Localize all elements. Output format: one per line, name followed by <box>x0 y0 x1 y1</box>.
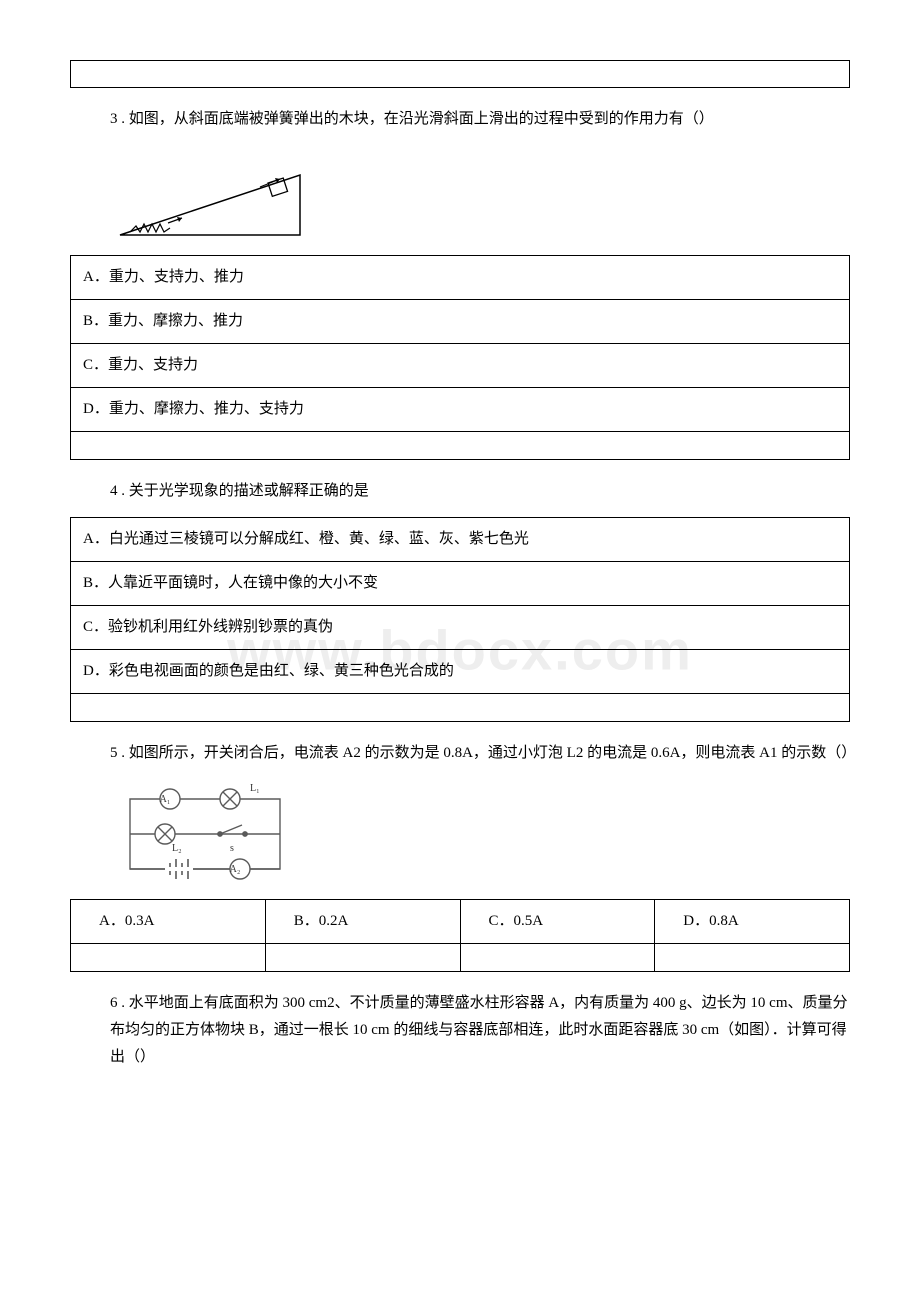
q3-option-a: A．重力、支持力、推力 <box>71 256 850 300</box>
q5-option-b: B．0.2A <box>265 900 460 944</box>
q5-figure-circuit: A₁ L₁ L₂ s A₂ <box>110 779 850 889</box>
q4-text: 4 . 关于光学现象的描述或解释正确的是 <box>110 478 850 505</box>
svg-text:L₂: L₂ <box>172 843 182 854</box>
svg-text:A₂: A₂ <box>230 864 241 875</box>
q6-text: 6 . 水平地面上有底面积为 300 cm2、不计质量的薄壁盛水柱形容器 A，内… <box>110 990 850 1071</box>
q5-option-a: A．0.3A <box>71 900 266 944</box>
q5-stub-c <box>460 944 655 972</box>
q3-text: 3 . 如图，从斜面底端被弹簧弹出的木块，在沿光滑斜面上滑出的过程中受到的作用力… <box>110 106 850 133</box>
svg-text:A₁: A₁ <box>160 794 171 805</box>
q4-option-d: D．彩色电视画面的颜色是由红、绿、黄三种色光合成的 <box>71 650 850 694</box>
q3-figure-incline <box>110 145 850 245</box>
prior-table-stub <box>70 60 850 88</box>
q5-options-table: A．0.3A B．0.2A C．0.5A D．0.8A <box>70 899 850 972</box>
q3-option-d: D．重力、摩擦力、推力、支持力 <box>71 388 850 432</box>
q5-stub-b <box>265 944 460 972</box>
q5-option-c: C．0.5A <box>460 900 655 944</box>
q4-options-table: A．白光通过三棱镜可以分解成红、橙、黄、绿、蓝、灰、紫七色光 B．人靠近平面镜时… <box>70 517 850 722</box>
q4-option-c: C．验钞机利用红外线辨别钞票的真伪 <box>71 606 850 650</box>
svg-text:L₁: L₁ <box>250 783 260 794</box>
q3-options-table: A．重力、支持力、推力 B．重力、摩擦力、推力 C．重力、支持力 D．重力、摩擦… <box>70 255 850 460</box>
q4-option-b: B．人靠近平面镜时，人在镜中像的大小不变 <box>71 562 850 606</box>
q5-text: 5 . 如图所示，开关闭合后，电流表 A2 的示数为是 0.8A，通过小灯泡 L… <box>110 740 850 767</box>
q5-stub-d <box>655 944 850 972</box>
q3-option-c: C．重力、支持力 <box>71 344 850 388</box>
q4-option-a: A．白光通过三棱镜可以分解成红、橙、黄、绿、蓝、灰、紫七色光 <box>71 518 850 562</box>
q4-option-stub <box>71 694 850 722</box>
svg-text:s: s <box>230 843 234 854</box>
q5-option-d: D．0.8A <box>655 900 850 944</box>
q3-option-b: B．重力、摩擦力、推力 <box>71 300 850 344</box>
q5-stub-a <box>71 944 266 972</box>
q3-option-stub <box>71 432 850 460</box>
